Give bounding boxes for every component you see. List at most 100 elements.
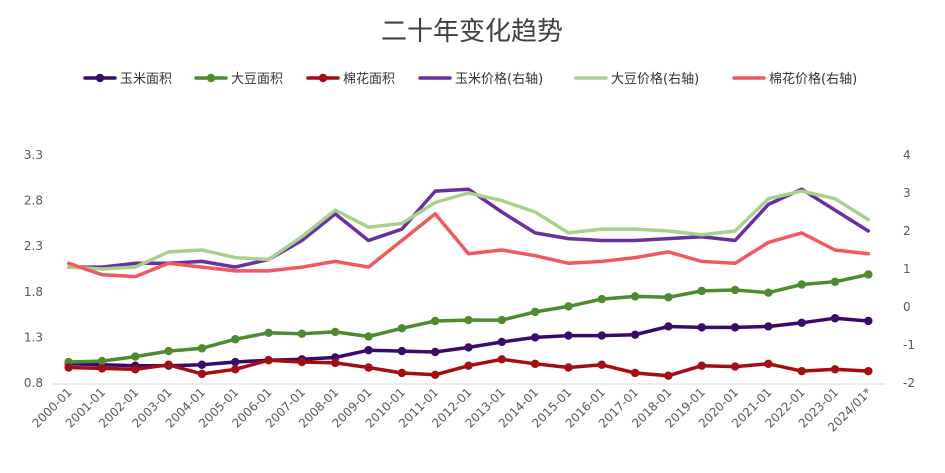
data-point <box>830 314 840 323</box>
data-point <box>97 356 107 366</box>
data-point <box>764 288 773 297</box>
data-point <box>97 364 107 373</box>
data-point <box>630 368 640 378</box>
series-line <box>66 189 871 271</box>
series-2 <box>64 355 873 380</box>
data-point <box>331 327 340 337</box>
data-point <box>430 316 440 326</box>
series-4 <box>66 189 871 271</box>
data-point <box>697 286 706 296</box>
data-point <box>497 355 507 364</box>
data-point <box>564 302 573 311</box>
data-point <box>430 347 440 357</box>
data-point <box>197 344 207 353</box>
left-y-tick-label: 2.3 <box>24 239 43 253</box>
data-point <box>497 315 507 325</box>
data-point <box>864 366 873 376</box>
data-point <box>797 318 806 328</box>
data-point <box>297 357 307 367</box>
data-point <box>397 324 407 333</box>
series-layer <box>64 187 873 380</box>
data-point <box>530 359 540 369</box>
data-point <box>464 361 473 370</box>
legend-item: 棉花面积 <box>306 71 395 87</box>
data-point <box>197 360 207 369</box>
data-point <box>530 333 540 342</box>
right-y-tick-label: -2 <box>903 376 915 390</box>
right-y-tick-label: 0 <box>903 300 911 314</box>
data-point <box>430 370 440 379</box>
data-point <box>197 369 207 379</box>
right-y-tick-label: 4 <box>903 148 911 162</box>
legend-label: 玉米价格(右轴) <box>455 71 543 87</box>
data-point <box>131 365 140 374</box>
data-point <box>297 329 307 338</box>
data-point <box>331 358 340 368</box>
right-y-axis: -2 -1 0 1 2 3 4 <box>903 148 915 390</box>
legend-item: 大豆价格(右轴) <box>574 71 699 87</box>
data-point <box>231 335 240 344</box>
series-line <box>66 316 871 368</box>
data-point <box>364 345 373 355</box>
chart-title: 二十年变化趋势 <box>381 17 563 47</box>
legend-item: 玉米面积 <box>83 72 172 87</box>
data-point <box>397 346 407 356</box>
right-y-tick-label: 3 <box>903 186 911 200</box>
data-point <box>797 366 806 376</box>
data-point <box>131 352 140 361</box>
data-point <box>697 323 706 332</box>
data-point <box>564 363 573 372</box>
data-point <box>231 357 240 367</box>
series-1 <box>64 270 873 367</box>
data-point <box>630 292 640 301</box>
data-point <box>664 322 673 331</box>
data-point <box>597 294 606 304</box>
right-y-tick-label: 1 <box>903 262 911 276</box>
data-point <box>264 356 273 365</box>
data-point <box>764 359 773 369</box>
data-point <box>530 307 540 317</box>
data-point <box>164 346 173 356</box>
series-3 <box>66 187 871 269</box>
legend-label: 玉米面积 <box>120 72 172 87</box>
legend-marker <box>206 73 216 83</box>
data-point <box>664 371 673 380</box>
data-point <box>864 270 873 279</box>
legend-marker <box>95 73 105 83</box>
right-y-tick-label: 2 <box>903 224 911 238</box>
series-line <box>66 187 871 269</box>
data-point <box>764 322 773 331</box>
data-point <box>231 365 240 374</box>
data-point <box>830 277 840 286</box>
series-line <box>66 212 871 279</box>
data-point <box>364 332 373 341</box>
legend-label: 大豆面积 <box>231 72 283 87</box>
data-point <box>830 365 840 374</box>
series-5 <box>66 212 871 279</box>
legend-label: 大豆价格(右轴) <box>611 71 699 87</box>
data-point <box>730 362 740 371</box>
left-y-tick-label: 0.8 <box>24 376 43 390</box>
data-point <box>664 293 673 302</box>
data-point <box>730 285 740 295</box>
data-point <box>497 337 507 347</box>
left-y-axis: 0.8 1.3 1.8 2.3 2.8 3.3 <box>24 148 43 390</box>
legend-item: 大豆面积 <box>194 72 283 87</box>
legend-label: 棉花价格(右轴) <box>769 71 857 87</box>
data-point <box>364 363 373 372</box>
data-point <box>697 361 706 370</box>
left-y-tick-label: 2.8 <box>24 194 43 208</box>
data-point <box>164 360 173 369</box>
data-point <box>730 323 740 332</box>
left-y-tick-label: 3.3 <box>24 148 43 162</box>
right-y-tick-label: -1 <box>903 338 915 352</box>
data-point <box>597 360 606 369</box>
legend-item: 棉花价格(右轴) <box>732 71 857 87</box>
data-point <box>464 315 473 325</box>
data-point <box>564 331 573 340</box>
legend-item: 玉米价格(右轴) <box>418 71 543 87</box>
data-point <box>797 280 806 289</box>
data-point <box>64 363 73 372</box>
left-y-tick-label: 1.3 <box>24 330 43 344</box>
